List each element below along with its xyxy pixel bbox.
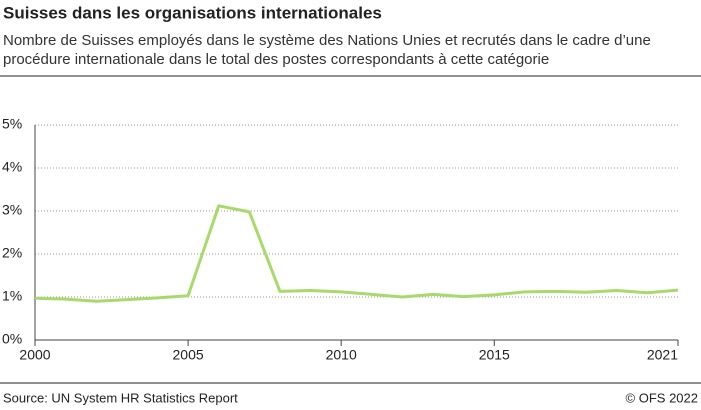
y-tick-label: 4%	[2, 159, 22, 175]
y-tick-label: 0%	[2, 331, 22, 347]
y-tick-label: 2%	[2, 245, 22, 261]
x-tick-label: 2021	[647, 347, 678, 363]
x-tick-label: 2015	[479, 347, 510, 363]
chart-subtitle: Nombre de Suisses employés dans le systè…	[3, 32, 651, 49]
chart-title: Suisses dans les organisations internati…	[3, 3, 382, 22]
chart-subtitle: procédure internationale dans le total d…	[3, 51, 549, 68]
y-tick-label: 1%	[2, 288, 22, 304]
line	[34, 204, 679, 303]
x-tick-label: 2000	[19, 347, 50, 363]
credit: © OFS 2022	[626, 390, 698, 405]
x-tick-label: 2005	[173, 347, 204, 363]
x-tick-label: 2010	[326, 347, 357, 363]
y-tick-label: 5%	[2, 116, 22, 132]
y-tick-label: 3%	[2, 202, 22, 218]
source: Source: UN System HR Statistics Report	[3, 390, 238, 405]
